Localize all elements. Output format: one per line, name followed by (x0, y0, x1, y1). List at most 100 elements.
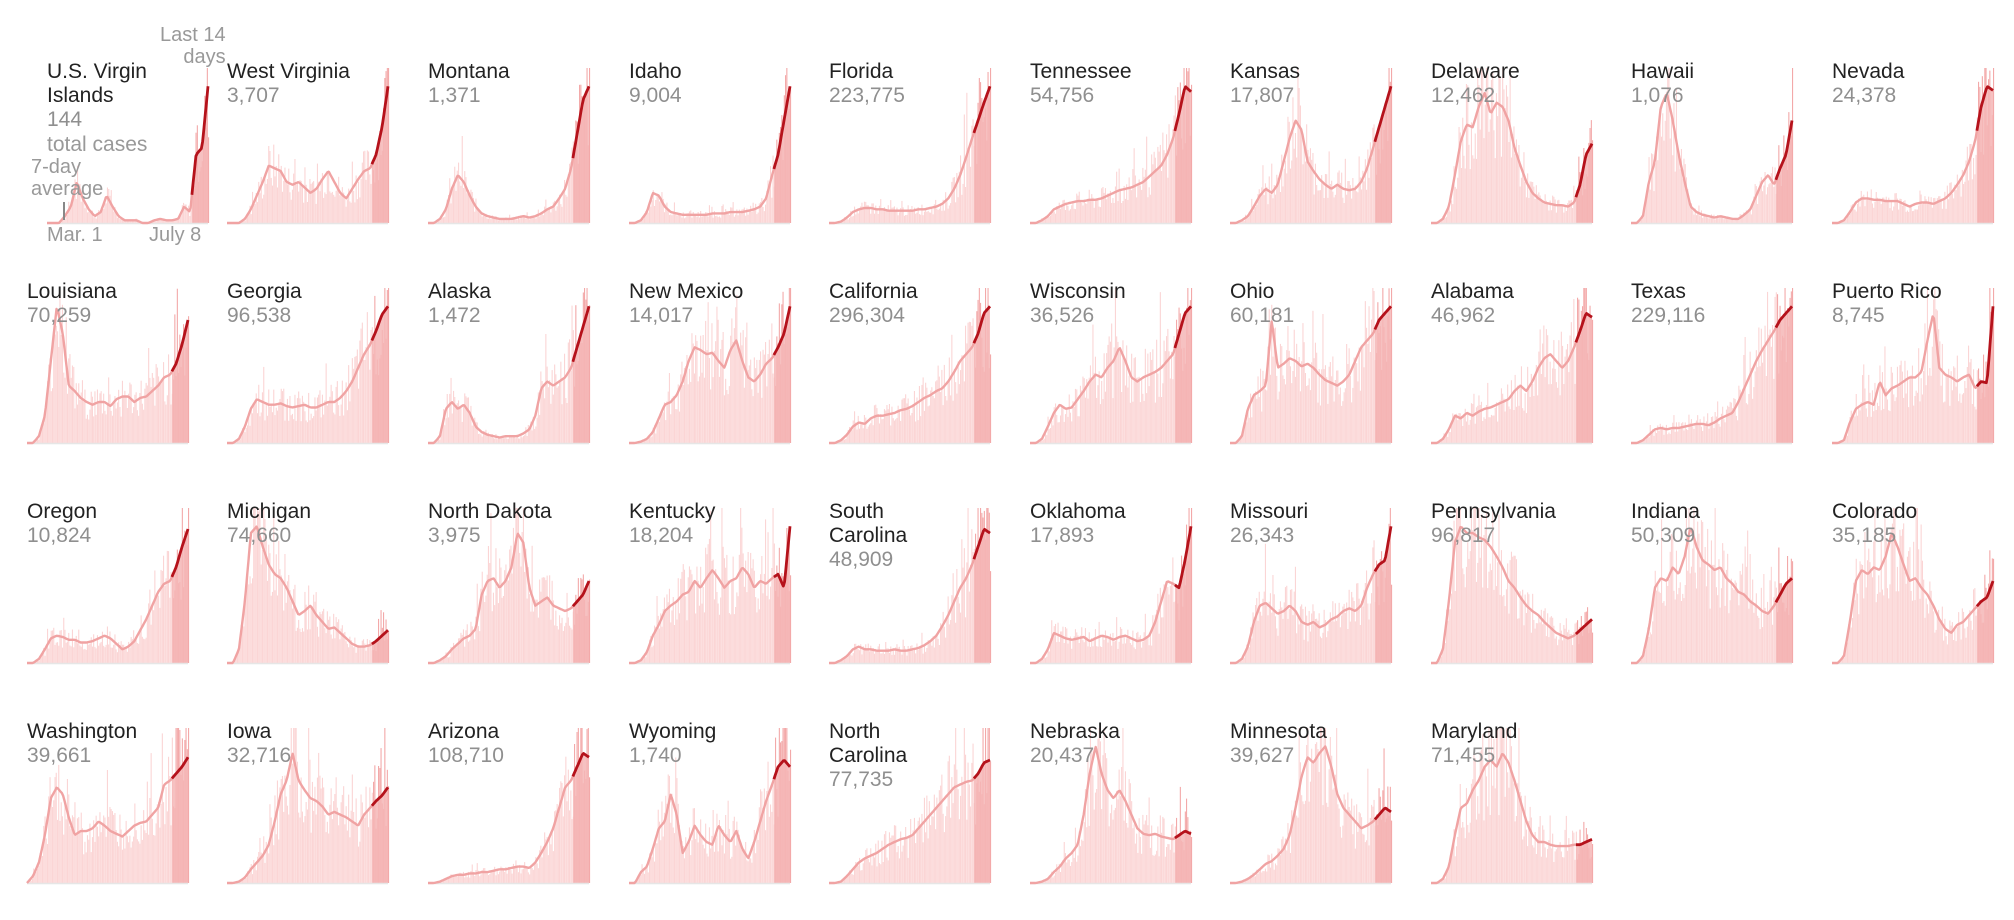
daily-case-bar (1462, 822, 1463, 883)
daily-case-bar (287, 184, 288, 223)
daily-case-bar (761, 791, 762, 883)
daily-case-bar (1889, 584, 1890, 663)
daily-case-bar (126, 397, 127, 443)
total-cases: 17,807 (1230, 84, 1294, 108)
daily-case-bar (1075, 828, 1076, 883)
daily-case-bar (1853, 209, 1854, 223)
daily-case-bar (1705, 424, 1706, 443)
daily-case-bar (885, 831, 886, 883)
daily-case-bar (64, 378, 65, 443)
daily-case-bar (1255, 876, 1256, 883)
daily-case-bar (1101, 381, 1102, 443)
daily-case-bar (878, 646, 879, 663)
daily-case-bar (939, 209, 940, 223)
daily-case-bar (358, 389, 359, 443)
daily-case-bar (56, 326, 57, 443)
daily-case-bar (64, 801, 65, 883)
daily-case-bar (338, 177, 339, 223)
daily-case-bar (1547, 613, 1548, 663)
daily-case-bar (537, 863, 538, 883)
daily-case-bar (1162, 617, 1163, 663)
daily-case-bar (1943, 200, 1944, 223)
daily-case-bar (141, 615, 142, 663)
daily-case-bar (1775, 168, 1776, 224)
daily-case-bar (1365, 301, 1366, 443)
state-name-line: North Dakota (428, 500, 552, 524)
daily-case-bar (1901, 361, 1902, 443)
daily-case-bar (1762, 363, 1763, 443)
daily-case-bar (1904, 572, 1905, 663)
daily-case-bar (1686, 429, 1687, 443)
daily-case-bar (510, 220, 511, 223)
state-name: Puerto Rico (1832, 280, 1942, 304)
daily-case-bar (1916, 391, 1917, 443)
daily-case-bar (1862, 565, 1863, 663)
daily-case-bar (668, 775, 669, 884)
daily-case-bar (964, 548, 965, 663)
daily-case-bar (1503, 399, 1504, 443)
daily-case-bar (958, 362, 959, 444)
daily-case-bar (61, 802, 62, 883)
daily-case-bar (1334, 622, 1335, 663)
daily-case-bar (1459, 127, 1460, 223)
daily-case-bar (1896, 591, 1897, 663)
daily-case-bar (94, 391, 95, 443)
daily-case-bar (559, 615, 560, 663)
daily-case-bar (1515, 556, 1516, 663)
daily-case-bar (167, 395, 168, 443)
daily-case-bar (348, 795, 349, 883)
daily-case-bar (467, 398, 468, 443)
daily-case-bar (123, 398, 124, 444)
daily-case-bar (731, 318, 732, 443)
daily-case-bar (1713, 215, 1714, 223)
daily-case-bar (343, 786, 344, 883)
daily-case-bar (1154, 625, 1155, 663)
daily-case-bar (1968, 180, 1969, 223)
daily-case-bar (1707, 218, 1708, 223)
daily-case-bar (1147, 354, 1148, 443)
daily-case-bar (371, 819, 372, 883)
daily-case-bar (271, 404, 272, 443)
daily-case-bar (1696, 589, 1697, 664)
daily-case-bar (69, 354, 70, 443)
daily-case-bar (121, 417, 122, 443)
daily-case-bar (1993, 68, 1994, 223)
daily-case-bar (357, 199, 358, 223)
total-cases: 74,660 (227, 524, 291, 548)
daily-case-bar (263, 367, 264, 443)
daily-case-bar (1552, 196, 1553, 223)
daily-case-bar (271, 818, 272, 884)
daily-case-bar (1091, 638, 1092, 663)
daily-case-bar (293, 174, 294, 223)
daily-case-bar (1284, 379, 1285, 443)
daily-case-bar (1737, 590, 1738, 663)
daily-case-bar (1258, 874, 1259, 883)
daily-case-bar (719, 615, 720, 663)
daily-case-bar (1374, 800, 1375, 883)
daily-case-bar (1367, 344, 1368, 443)
daily-case-bar (492, 611, 493, 663)
daily-case-bar (1331, 621, 1332, 663)
daily-case-bar (1261, 412, 1262, 443)
daily-case-bar (1713, 565, 1714, 663)
daily-case-bar (103, 209, 104, 223)
daily-case-bar (1139, 179, 1140, 223)
daily-case-bar (183, 203, 184, 223)
daily-case-bar (1872, 577, 1873, 663)
daily-case-bar (941, 627, 942, 663)
daily-case-bar (495, 548, 496, 663)
daily-case-bar (444, 217, 445, 223)
daily-case-bar (1100, 646, 1101, 663)
daily-case-bar (324, 628, 325, 663)
daily-case-bar (763, 808, 764, 883)
daily-case-bar (538, 618, 539, 663)
daily-case-bar (1512, 134, 1513, 223)
daily-case-bar (317, 627, 318, 663)
daily-case-bar (1142, 642, 1143, 663)
daily-case-bar (1116, 172, 1117, 223)
daily-case-bar (1708, 429, 1709, 443)
daily-case-bar (861, 654, 862, 663)
daily-case-bar (1119, 642, 1120, 663)
daily-case-bar (768, 532, 769, 663)
